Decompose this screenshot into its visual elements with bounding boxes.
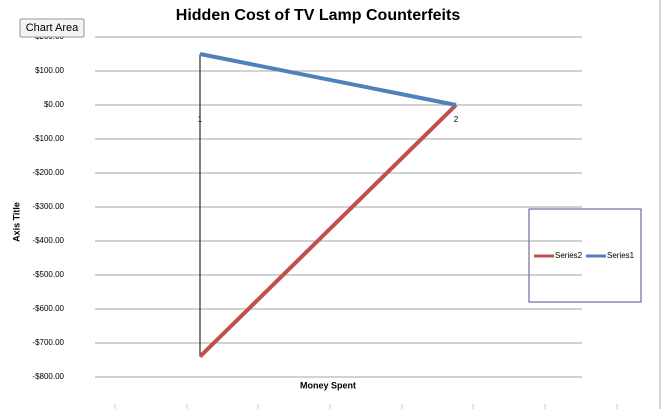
y-tick-label: -$700.00: [32, 338, 64, 347]
tooltip-box: [19, 18, 85, 38]
y-tick-label: $0.00: [44, 100, 65, 109]
y-tick-label: -$300.00: [32, 202, 64, 211]
series-line: [199, 52, 457, 107]
chart-title: Hidden Cost of TV Lamp Counterfeits: [176, 7, 461, 24]
y-tick-label: -$200.00: [32, 168, 64, 177]
y-tick-label: -$500.00: [32, 270, 64, 279]
x-axis-title: Money Spent: [300, 380, 356, 390]
y-tick-label: -$800.00: [32, 372, 64, 381]
tooltip: Chart Area: [26, 22, 79, 34]
series-line: [198, 103, 458, 359]
y-tick-label: -$600.00: [32, 304, 64, 313]
x-tick-label: 1: [198, 115, 203, 124]
y-tick-label: $100.00: [35, 66, 64, 75]
x-tick-label: 2: [454, 115, 459, 124]
legend-label: Series1: [607, 251, 635, 260]
window-ticks: [114, 404, 618, 409]
y-tick-label: -$400.00: [32, 236, 64, 245]
y-axis-title: Axis Title: [11, 202, 21, 242]
y-tick-label: -$100.00: [32, 134, 64, 143]
legend-label: Series2: [555, 251, 583, 260]
